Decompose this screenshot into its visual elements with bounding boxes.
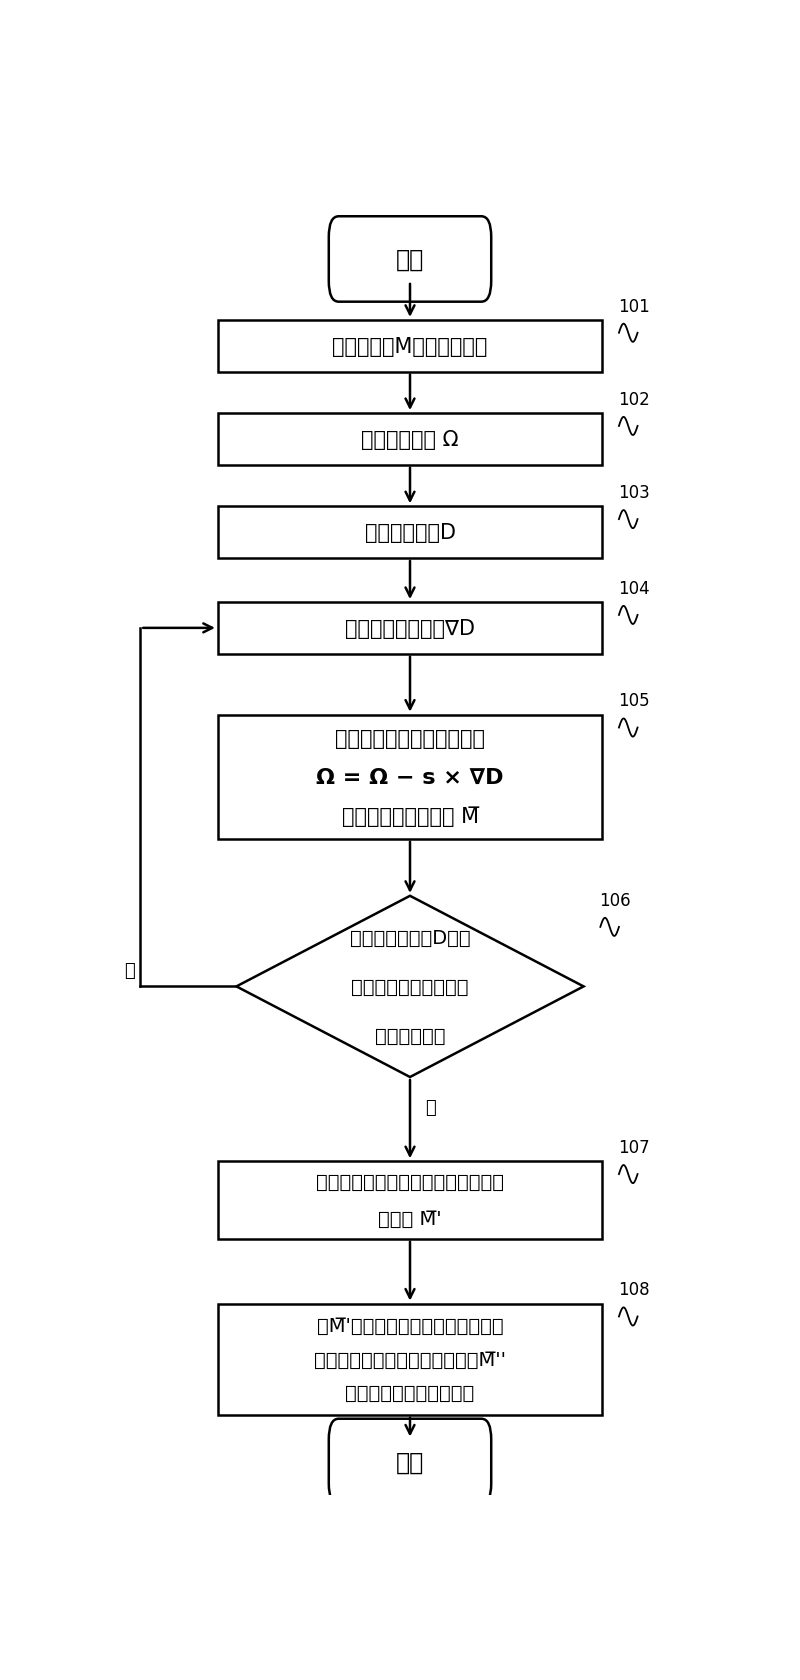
Text: 对当前掩膜，用正方形窗口截取其中: 对当前掩膜，用正方形窗口截取其中 (316, 1173, 504, 1191)
Bar (218, 413, 602, 465)
Bar (218, 603, 602, 655)
Bar (218, 321, 602, 373)
Text: 心部分 M̅': 心部分 M̅' (378, 1210, 442, 1228)
Text: 是: 是 (426, 1099, 436, 1116)
Text: 对M̅'在水平方向和竖直方向上进行: 对M̅'在水平方向和竖直方向上进行 (317, 1315, 503, 1336)
Text: 初始化掩膜M的形状及相位: 初始化掩膜M的形状及相位 (332, 336, 488, 356)
Text: 103: 103 (618, 484, 650, 502)
Bar (218, 716, 602, 840)
Text: 构造目标函数D: 构造目标函数D (365, 522, 455, 543)
Text: 开始: 开始 (396, 249, 424, 272)
Text: 104: 104 (618, 580, 650, 598)
Text: 否: 否 (125, 961, 135, 979)
Bar (218, 1304, 602, 1415)
Text: 次数达到上限: 次数达到上限 (374, 1026, 446, 1045)
Text: 101: 101 (618, 297, 650, 316)
Text: 并计算当前掩膜图形 M̅: 并计算当前掩膜图形 M̅ (342, 806, 478, 827)
Text: 结束: 结束 (396, 1450, 424, 1473)
Text: 105: 105 (618, 692, 650, 711)
Bar (218, 1161, 602, 1240)
Text: 106: 106 (599, 890, 630, 909)
FancyBboxPatch shape (329, 217, 491, 302)
Polygon shape (237, 895, 584, 1077)
Text: 108: 108 (618, 1280, 650, 1299)
Bar (218, 507, 602, 559)
Text: 102: 102 (618, 390, 650, 408)
Text: 用最陡降速法更新变量矩阵: 用最陡降速法更新变量矩阵 (335, 729, 485, 748)
Text: 阈值或更新变量矩阵的: 阈值或更新变量矩阵的 (351, 978, 469, 996)
Text: 计算目标函数梯度∇D: 计算目标函数梯度∇D (345, 618, 475, 638)
Text: Ω = Ω − s × ∇D: Ω = Ω − s × ∇D (316, 768, 504, 788)
Text: 107: 107 (618, 1139, 650, 1156)
Text: 周期性延拓，将此时获得的图形M̅'': 周期性延拓，将此时获得的图形M̅'' (314, 1349, 506, 1369)
FancyBboxPatch shape (329, 1420, 491, 1504)
Text: 当前目标函数值D小于: 当前目标函数值D小于 (350, 927, 470, 948)
Text: 设定变量矩阵 Ω: 设定变量矩阵 Ω (362, 430, 458, 450)
Text: 定义为优化后的掩模图形: 定义为优化后的掩模图形 (346, 1384, 474, 1403)
